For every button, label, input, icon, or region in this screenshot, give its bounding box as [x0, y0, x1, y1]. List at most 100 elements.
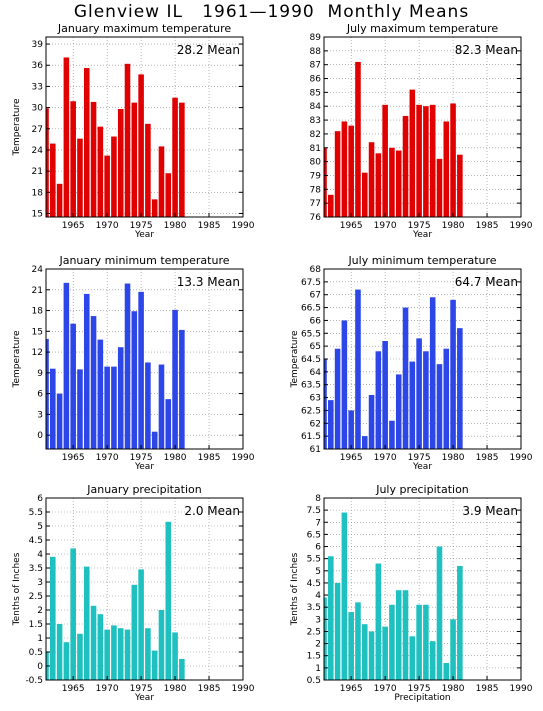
- chart-3-ytick-label: 63.5: [301, 381, 321, 391]
- chart-0-ytick-label: 24: [32, 146, 44, 156]
- chart-1-bar-1972: [395, 150, 402, 217]
- chart-4-bar-1963: [56, 624, 63, 680]
- chart-1-xtick-label: 1990: [510, 221, 533, 231]
- chart-5-bar-1980: [450, 619, 456, 680]
- chart-3-ytick-label: 66: [310, 316, 322, 326]
- chart-0-bar-1962: [50, 143, 56, 217]
- chart-3-title: July minimum temperature: [347, 254, 496, 267]
- chart-1-xlabel: Year: [412, 230, 432, 240]
- chart-5-bar-1972: [395, 590, 402, 680]
- chart-5-ytick-label: 7.5: [307, 506, 321, 516]
- chart-5-bar-1979: [443, 663, 450, 680]
- chart-1-bar-1973: [402, 115, 409, 217]
- chart-4-xtick-label: 1980: [164, 684, 187, 694]
- chart-2-ytick-label: 24: [32, 265, 44, 275]
- chart-3-ytick-label: 64.5: [301, 355, 321, 365]
- chart-0-bar-1980: [172, 97, 178, 217]
- chart-4-ylabel: Tenths of Inches: [12, 552, 22, 626]
- chart-3-bar-1979: [443, 348, 450, 449]
- chart-4-ytick-label: 5: [37, 522, 43, 532]
- chart-4-xtick-label: 1970: [96, 684, 119, 694]
- chart-5-xtick-label: 1965: [340, 684, 363, 694]
- chart-4-bar-1972: [117, 628, 124, 680]
- chart-0-ytick-label: 21: [32, 167, 43, 177]
- chart-3: 61 61.5 62 62.5 63 63.5 64 64.5 65 65.5 66 66.5 67 67…: [290, 254, 533, 472]
- chart-3-bar-1975: [416, 338, 422, 449]
- chart-4-xlabel: Year: [134, 693, 154, 703]
- chart-1-bar-1979: [443, 121, 450, 217]
- chart-0-ytick-label: 15: [32, 209, 43, 219]
- chart-3-bar-1964: [341, 320, 348, 449]
- chart-3-bar-1974: [409, 361, 416, 449]
- chart-4-ytick-label: 5.5: [29, 508, 43, 518]
- chart-0-ytick-label: 36: [32, 61, 44, 71]
- chart-1-bar-1965: [348, 125, 354, 217]
- chart-0-xtick-label: 1970: [96, 221, 119, 231]
- chart-3-bar-1967: [361, 436, 368, 449]
- chart-2-bar-1975: [138, 291, 144, 449]
- chart-2-frame: [45, 268, 244, 450]
- chart-3-ytick-label: 65: [310, 342, 321, 352]
- chart-3-ytick-label: 68: [310, 265, 322, 275]
- chart-5-ytick-label: 0.5: [307, 676, 321, 686]
- chart-1-bar-1961: [324, 147, 327, 217]
- chart-4-bar-1966: [77, 633, 83, 680]
- chart-2-bar-1971: [111, 366, 117, 449]
- chart-3-bar-1977: [429, 297, 436, 449]
- chart-2-ytick-label: 9: [37, 369, 43, 379]
- chart-3-bar-1980: [450, 299, 456, 449]
- chart-2-bar-1980: [172, 309, 178, 449]
- chart-1-frame: [323, 36, 522, 218]
- chart-4-ytick-label: 1.5: [29, 620, 43, 630]
- chart-5-xtick-label: 1990: [510, 684, 533, 694]
- chart-1-ytick-label: 81: [310, 144, 321, 154]
- chart-5-xtick-label: 1980: [442, 684, 465, 694]
- chart-2-ytick-label: 21: [32, 286, 43, 296]
- chart-0-xlabel: Year: [134, 230, 154, 240]
- chart-5-ytick-label: 2.5: [307, 627, 321, 637]
- chart-1-ytick-label: 78: [310, 185, 322, 195]
- chart-1-bar-1977: [429, 104, 436, 217]
- chart-3-bar-1968: [368, 395, 375, 449]
- chart-3-ytick-label: 61.5: [301, 432, 321, 442]
- chart-4-bar-1979: [165, 521, 172, 680]
- chart-4-xtick-label: 1965: [62, 684, 85, 694]
- chart-2-bar-1972: [117, 347, 124, 449]
- chart-5-xlabel: Precipitation: [394, 693, 450, 703]
- chart-5-ytick-label: 6: [315, 543, 321, 553]
- chart-5-bar-1968: [368, 631, 375, 680]
- chart-0-mean-label: 28.2 Mean: [177, 43, 240, 57]
- chart-1-ytick-label: 76: [310, 213, 322, 223]
- chart-1-bar-1962: [328, 194, 334, 217]
- chart-0-frame: [45, 36, 244, 218]
- chart-3-bar-1961: [324, 359, 327, 449]
- chart-1-bar-1981: [457, 154, 463, 217]
- chart-5-bar-1973: [402, 590, 409, 680]
- chart-2-bar-1969: [97, 339, 104, 449]
- chart-2-ytick-label: 3: [37, 410, 43, 420]
- chart-0-xtick-label: 1975: [130, 221, 153, 231]
- chart-4-bar-1962: [50, 556, 56, 680]
- chart-3-ytick-label: 65.5: [301, 329, 321, 339]
- chart-2-xtick-label: 1970: [96, 453, 119, 463]
- chart-0-bar-1972: [117, 109, 124, 217]
- chart-5-bar-1964: [341, 512, 348, 680]
- chart-5-ytick-label: 4.5: [307, 579, 321, 589]
- chart-4-ytick-label: 3: [37, 578, 43, 588]
- chart-1-ytick-label: 86: [310, 75, 322, 85]
- chart-0-xtick-label: 1990: [232, 221, 255, 231]
- chart-1-bar-1963: [334, 131, 341, 217]
- chart-1-ytick-label: 89: [310, 33, 322, 43]
- chart-0-ytick-label: 30: [32, 104, 44, 114]
- chart-4-bar-1969: [97, 614, 104, 680]
- chart-2-bar-1974: [131, 311, 138, 449]
- chart-0-ytick-label: 33: [32, 82, 43, 92]
- chart-4-title: January precipitation: [86, 483, 202, 496]
- chart-2-bar-1978: [158, 364, 165, 449]
- chart-3-bar-1981: [457, 328, 463, 449]
- chart-5-bar-1961: [324, 597, 327, 680]
- chart-4-ytick-label: 2.5: [29, 592, 43, 602]
- chart-5-bar-1970: [382, 626, 388, 680]
- chart-5-ytick-label: 1.5: [307, 652, 321, 662]
- chart-0-xtick-label: 1965: [62, 221, 85, 231]
